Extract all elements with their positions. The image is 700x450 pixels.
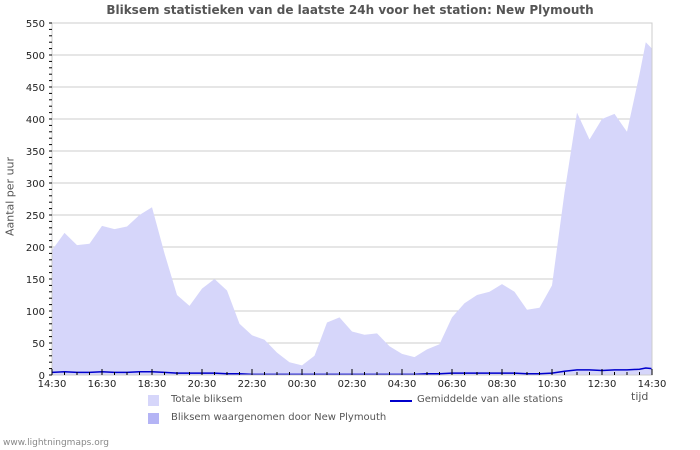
svg-text:14:30: 14:30 (638, 379, 667, 390)
legend-label-station: Bliksem waargenomen door New Plymouth (171, 412, 387, 423)
average-stations-line (51, 367, 653, 376)
svg-text:400: 400 (26, 115, 45, 126)
total-swatch-icon (148, 395, 159, 406)
svg-text:100: 100 (26, 307, 45, 318)
svg-text:350: 350 (26, 147, 45, 158)
total-lightning-area (52, 42, 652, 375)
svg-text:450: 450 (26, 83, 45, 94)
x-axis-ticks: 14:30 16:30 18:30 20:30 22:30 00:30 02:30 04:30… (38, 369, 667, 390)
legend-label-average: Gemiddelde van alle stations (417, 394, 563, 405)
svg-text:150: 150 (26, 275, 45, 286)
svg-text:500: 500 (26, 51, 45, 62)
y-axis-ticks: 0 50 100 150 200 250 300 350 400 450 500 550 (26, 19, 52, 382)
svg-text:20:30: 20:30 (188, 379, 217, 390)
svg-text:10:30: 10:30 (538, 379, 567, 390)
svg-text:250: 250 (26, 211, 45, 222)
x-axis-label: tijd (631, 390, 649, 403)
svg-text:16:30: 16:30 (88, 379, 117, 390)
svg-text:12:30: 12:30 (588, 379, 617, 390)
svg-text:18:30: 18:30 (138, 379, 167, 390)
station-swatch-icon (148, 413, 159, 424)
average-line-icon (390, 400, 412, 402)
svg-text:0: 0 (39, 371, 45, 382)
svg-text:22:30: 22:30 (238, 379, 267, 390)
svg-text:200: 200 (26, 243, 45, 254)
legend-label-total: Totale bliksem (171, 394, 243, 405)
footer-link[interactable]: www.lightningmaps.org (3, 438, 109, 448)
svg-text:00:30: 00:30 (288, 379, 317, 390)
svg-text:300: 300 (26, 179, 45, 190)
svg-text:04:30: 04:30 (388, 379, 417, 390)
chart-title: Bliksem statistieken van de laatste 24h … (106, 3, 594, 17)
svg-text:02:30: 02:30 (338, 379, 367, 390)
svg-text:550: 550 (26, 19, 45, 30)
svg-text:50: 50 (32, 339, 45, 350)
svg-text:08:30: 08:30 (488, 379, 517, 390)
svg-text:14:30: 14:30 (38, 379, 67, 390)
svg-text:06:30: 06:30 (438, 379, 467, 390)
